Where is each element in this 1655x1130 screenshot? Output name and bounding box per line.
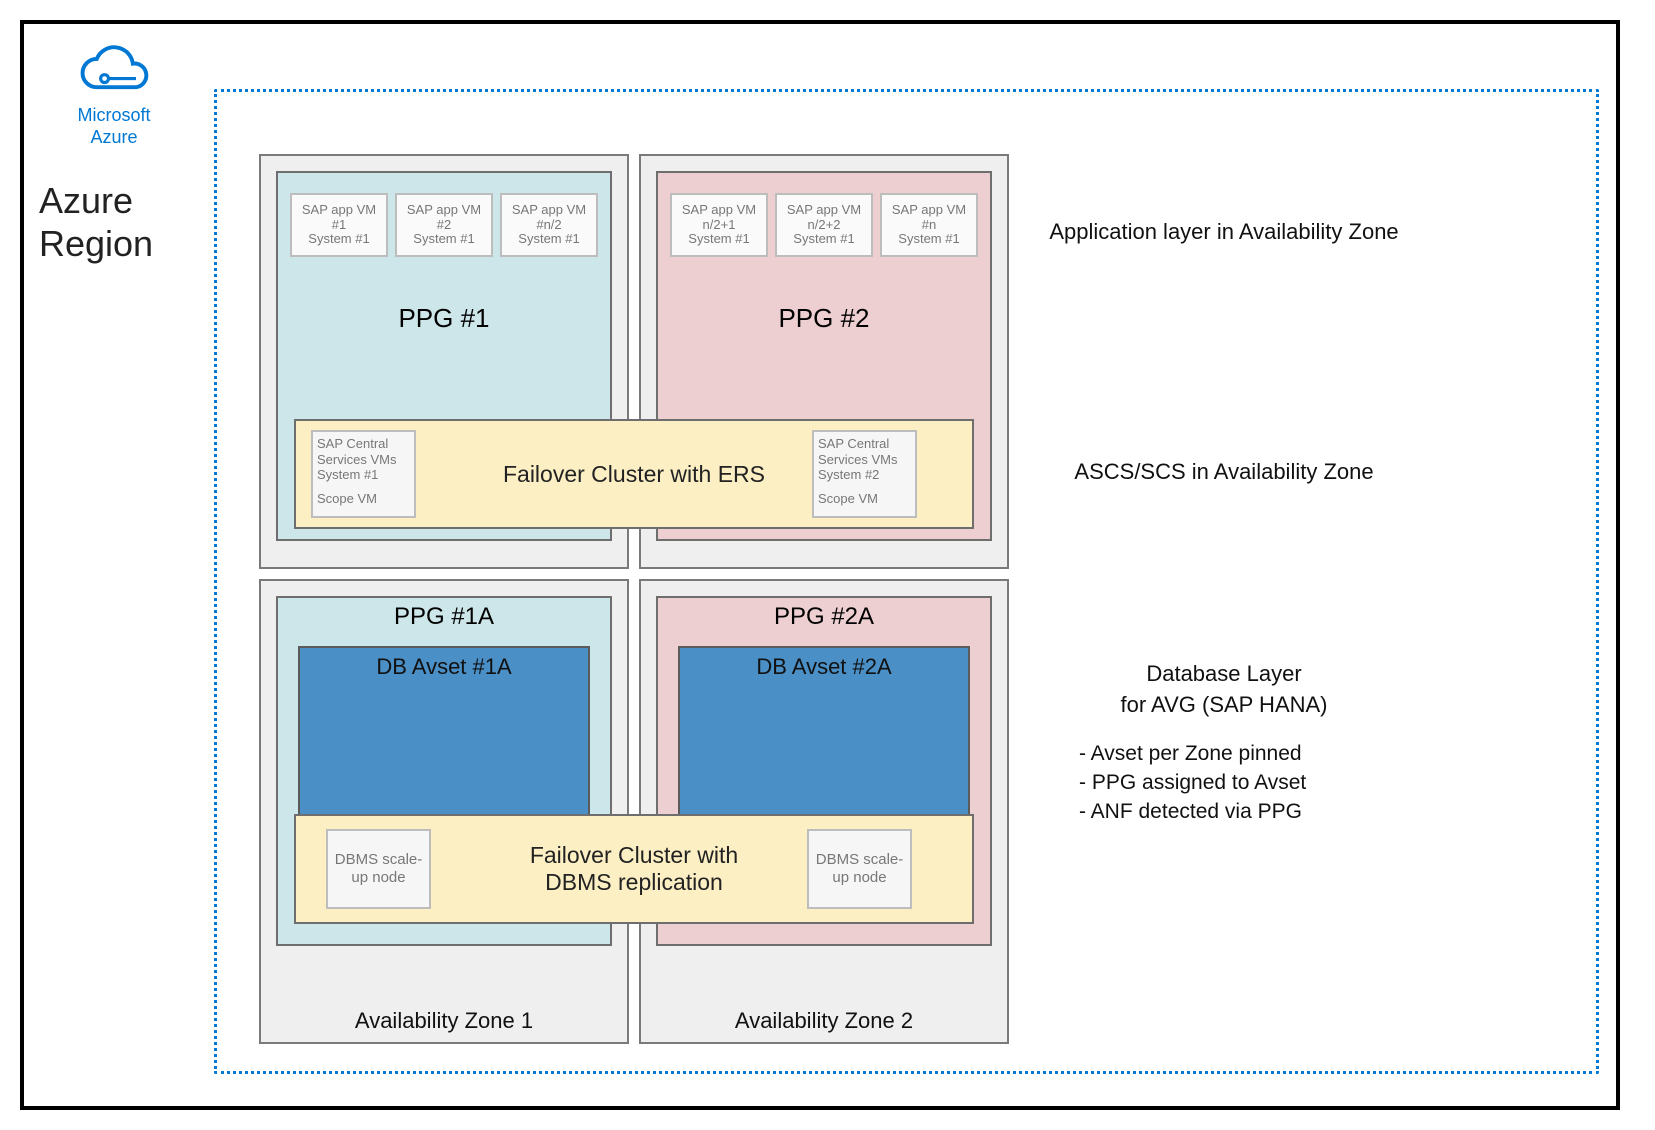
vm-box: SAP app VM #n System #1 [880,193,978,257]
scs-vm-left: SAP Central Services VMs System #1 Scope… [311,430,416,518]
region-label-l1: Azure [39,179,153,222]
ppg-1-label: PPG #1 [278,303,610,334]
vm-l3: System #1 [413,232,474,247]
vm-box: SAP app VM #2 System #1 [395,193,493,257]
vm-l2: #1 [332,218,346,233]
svc-l1: SAP Central [317,436,410,452]
bullet: Avset per Zone pinned [1079,739,1414,768]
vm-l3: System #1 [518,232,579,247]
vm-l2: #n [922,218,936,233]
ppg-2-label: PPG #2 [658,303,990,334]
dbms-node-left: DBMS scale-up node [326,829,431,909]
failover-cluster-ers: SAP Central Services VMs System #1 Scope… [294,419,974,529]
vm-l1: SAP app VM [682,203,756,218]
vm-l3: System #1 [793,232,854,247]
svc-l1: SAP Central [818,436,911,452]
vm-row-z1: SAP app VM #1 System #1 SAP app VM #2 Sy… [290,193,598,257]
annotation-db-layer: Database Layer for AVG (SAP HANA) Avset … [1034,659,1414,827]
ppg-1a-label: PPG #1A [278,603,610,631]
zone-1-bottom: PPG #1A DB Avset #1A Availability Zone 1 [259,579,629,1044]
logo-text-2: Azure [54,128,174,148]
vm-box: SAP app VM #1 System #1 [290,193,388,257]
vm-l3: System #1 [688,232,749,247]
vm-l1: SAP app VM [407,203,481,218]
annot-db-l1: Database Layer [1034,659,1414,690]
ppg-2a-label: PPG #2A [658,603,990,631]
bullet: ANF detected via PPG [1079,797,1414,826]
diagram-frame: Microsoft Azure Azure Region SAP app VM … [20,20,1620,1110]
azure-cloud-icon [74,44,154,99]
vm-l3: System #1 [898,232,959,247]
svc-l2: Services VMs [818,452,911,468]
avset-2a-label: DB Avset #2A [680,654,968,680]
azure-logo: Microsoft Azure [54,44,174,148]
zone-2-bottom: PPG #2A DB Avset #2A Availability Zone 2 [639,579,1009,1044]
annotation-bullets: Avset per Zone pinned PPG assigned to Av… [1079,739,1414,827]
vm-l1: SAP app VM [512,203,586,218]
vm-l2: #2 [437,218,451,233]
bullet: PPG assigned to Avset [1079,768,1414,797]
annotation-app-layer: Application layer in Availability Zone [1034,219,1414,245]
zone-2-label: Availability Zone 2 [641,1008,1007,1034]
region-label: Azure Region [39,179,153,265]
logo-text-1: Microsoft [54,106,174,126]
svc-l3: System #2 [818,467,911,483]
vm-box: SAP app VM n/2+1 System #1 [670,193,768,257]
failover-cluster-dbms: DBMS scale-up node Failover Cluster with… [294,814,974,924]
vm-l1: SAP app VM [892,203,966,218]
vm-l1: SAP app VM [787,203,861,218]
annotation-ascs: ASCS/SCS in Availability Zone [1034,459,1414,485]
vm-box: SAP app VM #n/2 System #1 [500,193,598,257]
annot-db-l2: for AVG (SAP HANA) [1034,690,1414,721]
svc-l2: Services VMs [317,452,410,468]
zone-1-label: Availability Zone 1 [261,1008,627,1034]
vm-l1: SAP app VM [302,203,376,218]
vm-l2: #n/2 [536,218,561,233]
vm-box: SAP app VM n/2+2 System #1 [775,193,873,257]
svc-l3: System #1 [317,467,410,483]
svc-l4: Scope VM [818,491,911,507]
avset-1a-label: DB Avset #1A [300,654,588,680]
failover-db-title-l1: Failover Cluster with [530,842,738,869]
failover-db-title: Failover Cluster with DBMS replication [530,842,738,896]
failover-ers-title: Failover Cluster with ERS [503,461,765,488]
region-label-l2: Region [39,222,153,265]
dbms-node-right: DBMS scale-up node [807,829,912,909]
scs-vm-right: SAP Central Services VMs System #2 Scope… [812,430,917,518]
failover-db-title-l2: DBMS replication [530,869,738,896]
vm-l3: System #1 [308,232,369,247]
vm-row-z2: SAP app VM n/2+1 System #1 SAP app VM n/… [670,193,978,257]
svc-l4: Scope VM [317,491,410,507]
vm-l2: n/2+2 [808,218,841,233]
vm-l2: n/2+1 [703,218,736,233]
